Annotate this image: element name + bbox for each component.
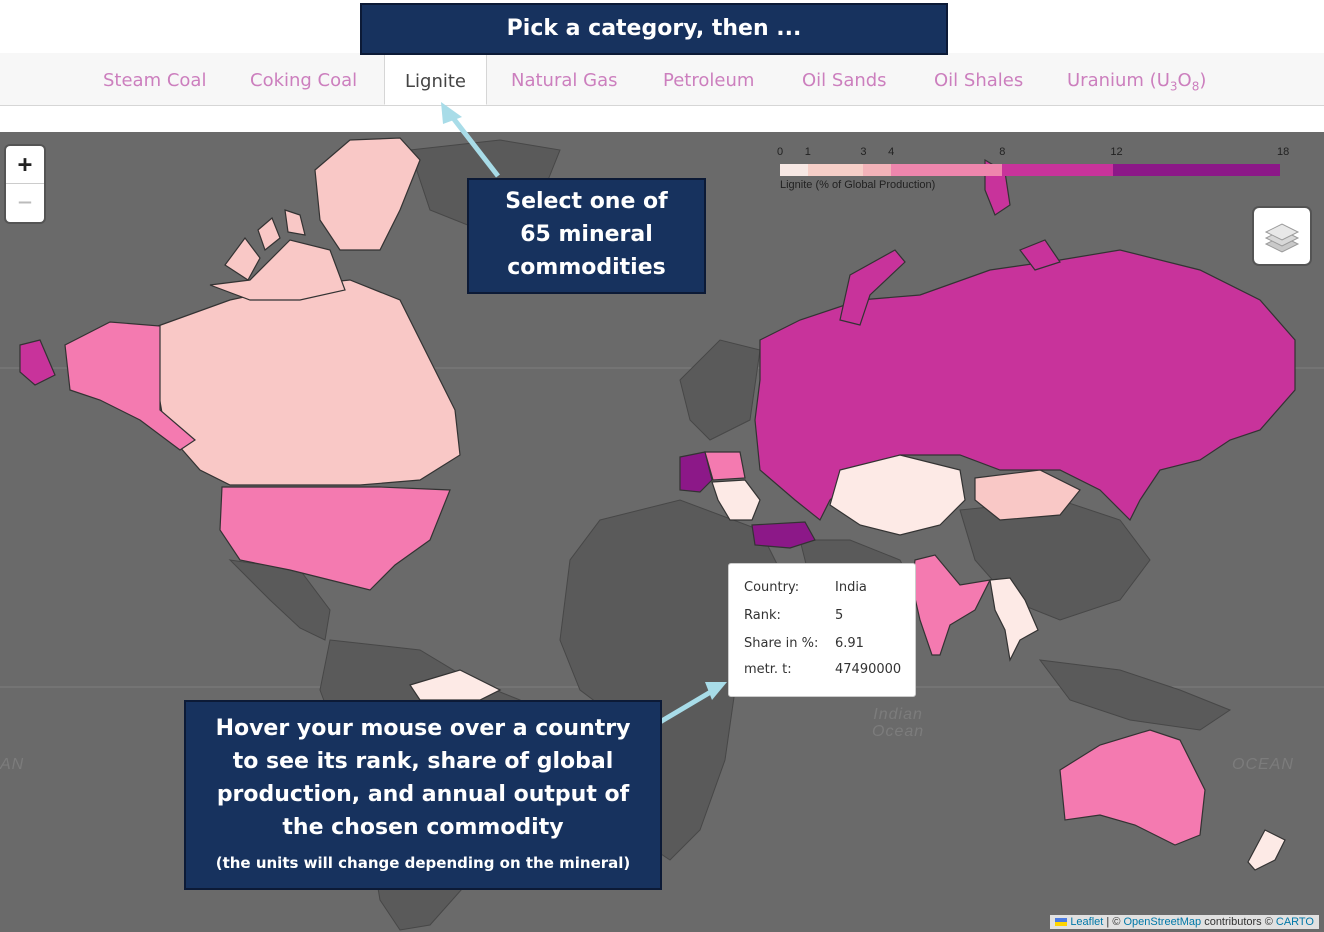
country-mongolia[interactable] <box>974 469 1081 521</box>
ocean-label-left: AN <box>0 756 25 773</box>
tab-uranium[interactable]: Uranium (U3O8) <box>1067 53 1206 105</box>
tab-uranium-sub1: 3 <box>1169 79 1178 94</box>
country-usa-alaska[interactable] <box>64 321 196 451</box>
tab-steam-coal[interactable]: Steam Coal <box>103 70 207 91</box>
zoom-control: + − <box>6 146 44 222</box>
leaflet-link[interactable]: Leaflet <box>1070 916 1104 928</box>
legend-tick-label: 0 <box>777 146 784 158</box>
legend-tick-label: 4 <box>888 146 895 158</box>
tab-coking-coal[interactable]: Coking Coal <box>250 70 358 91</box>
country-india[interactable] <box>911 554 992 656</box>
country-poland[interactable] <box>704 451 746 481</box>
tooltip-value: India <box>835 580 867 595</box>
legend-tick-label: 18 <box>1277 146 1290 158</box>
category-tabbar: Steam Coal Coking Coal Lignite Natural G… <box>0 53 1324 106</box>
country-turkey[interactable] <box>751 521 816 549</box>
legend-title: Lignite (% of Global Production) <box>780 179 936 191</box>
country-new-zealand[interactable] <box>1247 829 1286 871</box>
select-callout-line: commodities <box>507 255 666 280</box>
tooltip-key: Share in %: <box>744 636 819 651</box>
legend-color-segment <box>863 164 892 176</box>
legend-tick-label: 12 <box>1110 146 1123 158</box>
map-attribution: Leaflet | © OpenStreetMap contributors ©… <box>1050 915 1319 929</box>
osm-link[interactable]: OpenStreetMap <box>1123 916 1202 928</box>
hover-callout: Hover your mouse over a country to see i… <box>186 702 660 888</box>
tooltip-key: metr. t: <box>744 662 792 677</box>
legend-tick-label: 8 <box>999 146 1006 158</box>
tab-uranium-sub2: 8 <box>1191 79 1200 94</box>
zoom-out-button[interactable]: − <box>17 188 33 216</box>
hover-callout-line: the chosen commodity <box>282 815 564 840</box>
tab-oil-shales[interactable]: Oil Shales <box>934 70 1024 91</box>
select-callout-line: Select one of <box>505 189 668 214</box>
legend-tick-label: 1 <box>804 146 811 158</box>
ocean-label-indian-line2: Ocean <box>872 723 925 740</box>
layers-control-button[interactable] <box>1254 208 1310 264</box>
country-balkans[interactable] <box>711 479 761 521</box>
legend-tick-label: 3 <box>860 146 867 158</box>
country-russia-north-islands[interactable] <box>839 239 1061 326</box>
attribution-contrib: contributors © <box>1201 916 1276 928</box>
legend-color-segment <box>1113 164 1280 176</box>
ocean-label-indian: Indian Ocean <box>872 706 924 740</box>
tab-oil-sands[interactable]: Oil Sands <box>802 70 887 91</box>
country-tooltip: Country: India Rank: 5 Share in %: 6.91 … <box>728 563 916 697</box>
tab-lignite[interactable]: Lignite <box>384 53 487 105</box>
country-russia-east[interactable] <box>19 339 56 386</box>
layers-icon <box>1264 223 1300 253</box>
ocean-label-indian-line1: Indian <box>873 706 923 723</box>
tooltip-key: Country: <box>744 580 800 595</box>
attribution-sep: | © <box>1103 916 1124 928</box>
hover-callout-line: to see its rank, share of global <box>232 749 614 774</box>
country-canada-islands-west[interactable] <box>224 209 306 281</box>
ocean-label-right: OCEAN <box>1232 756 1294 773</box>
country-canada-islands[interactable] <box>209 239 346 301</box>
zoom-in-button[interactable]: + <box>6 146 44 184</box>
tab-petroleum[interactable]: Petroleum <box>663 70 755 91</box>
country-australia[interactable] <box>1059 729 1206 846</box>
country-canada-arctic[interactable] <box>314 137 421 251</box>
legend-color-segment <box>807 164 864 176</box>
tab-uranium-mid: O <box>1177 70 1192 91</box>
map-legend: 0 1 3 4 8 12 18 Lignite (% of Global Productio… <box>776 146 1290 196</box>
country-canada[interactable] <box>157 279 461 486</box>
legend-color-bar <box>780 164 1280 176</box>
land-southeast-asia <box>1038 659 1232 731</box>
carto-link[interactable]: CARTO <box>1275 916 1314 928</box>
legend-color-segment <box>891 164 1003 176</box>
tab-natural-gas[interactable]: Natural Gas <box>511 70 618 91</box>
tab-uranium-label: Uranium (U <box>1067 70 1170 91</box>
tooltip-value: 5 <box>835 608 844 623</box>
tooltip-value: 47490000 <box>835 662 902 677</box>
banner-callout: Pick a category, then ... <box>362 5 946 53</box>
tab-uranium-end: ) <box>1199 70 1207 91</box>
tooltip-value: 6.91 <box>835 636 864 651</box>
ukraine-flag-icon <box>1055 918 1068 927</box>
tooltip-key: Rank: <box>744 608 781 623</box>
land-scandinavia <box>679 339 761 441</box>
country-germany[interactable] <box>679 451 713 493</box>
hover-callout-line: Hover your mouse over a country <box>215 716 631 741</box>
select-callout-line: 65 mineral <box>520 222 653 247</box>
legend-color-segment <box>780 164 808 176</box>
country-antarctic-peninsula[interactable] <box>409 669 502 701</box>
country-usa[interactable] <box>219 486 451 591</box>
land-east-asia <box>959 499 1151 621</box>
country-southeast-asia[interactable] <box>989 577 1039 662</box>
hover-callout-line: production, and annual output of <box>216 782 630 807</box>
legend-color-segment <box>1002 164 1114 176</box>
country-kazakhstan[interactable] <box>829 454 966 536</box>
select-callout: Select one of 65 mineral commodities <box>469 180 704 292</box>
hover-callout-note: (the units will change depending on the … <box>215 854 631 872</box>
